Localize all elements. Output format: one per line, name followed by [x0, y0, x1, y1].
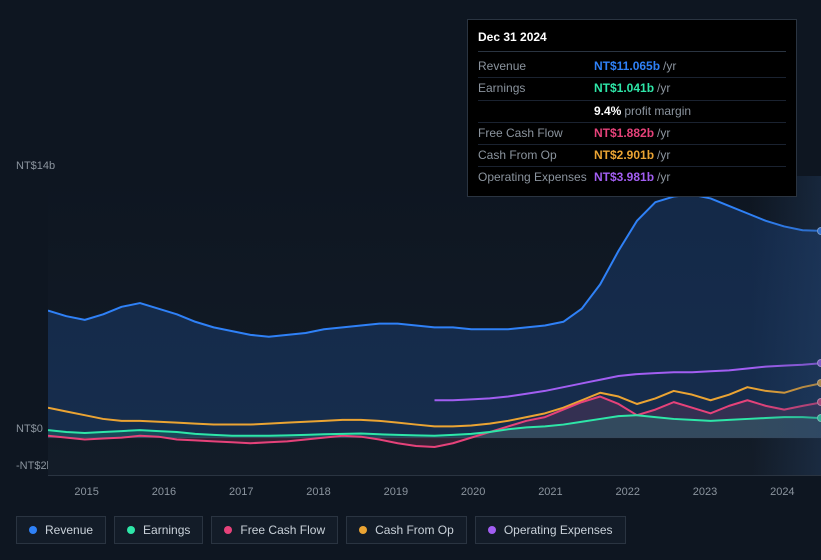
series-end-marker: [817, 359, 821, 367]
legend-dot-icon: [127, 526, 135, 534]
chart-svg: [48, 176, 821, 475]
chart-legend: Revenue Earnings Free Cash Flow Cash From O…: [16, 516, 626, 544]
tooltip-date: Dec 31 2024: [478, 28, 786, 52]
tooltip-row: Operating ExpensesNT$3.981b/yr: [478, 167, 786, 188]
tooltip-row-suffix: /yr: [657, 170, 670, 184]
tooltip-row-suffix: /yr: [657, 126, 670, 140]
tooltip-row: Cash From OpNT$2.901b/yr: [478, 145, 786, 167]
tooltip-row-suffix: /yr: [657, 81, 670, 95]
x-axis-tick-label: 2022: [589, 486, 666, 498]
legend-item-label: Cash From Op: [375, 523, 454, 537]
y-axis-tick-label: NT$0: [16, 423, 43, 435]
series-end-marker: [817, 227, 821, 235]
x-axis-tick-label: 2018: [280, 486, 357, 498]
tooltip-row-label: Revenue: [478, 57, 594, 76]
tooltip-row-label: Operating Expenses: [478, 168, 594, 187]
tooltip-row-label: Free Cash Flow: [478, 124, 594, 143]
legend-item[interactable]: Operating Expenses: [475, 516, 626, 544]
legend-item[interactable]: Revenue: [16, 516, 106, 544]
x-axis-tick-label: 2023: [666, 486, 743, 498]
legend-dot-icon: [224, 526, 232, 534]
x-axis-tick-label: 2015: [48, 486, 125, 498]
tooltip-row: Free Cash FlowNT$1.882b/yr: [478, 123, 786, 145]
tooltip-row-label: Cash From Op: [478, 146, 594, 165]
legend-item[interactable]: Free Cash Flow: [211, 516, 338, 544]
series-end-marker: [817, 379, 821, 387]
legend-item-label: Operating Expenses: [504, 523, 613, 537]
tooltip-row: EarningsNT$1.041b/yr: [478, 78, 786, 100]
legend-item-label: Revenue: [45, 523, 93, 537]
tooltip-row-suffix: profit margin: [624, 104, 691, 118]
series-end-marker: [817, 414, 821, 422]
tooltip-rows: RevenueNT$11.065b/yrEarningsNT$1.041b/yr…: [478, 56, 786, 188]
x-axis-labels: 2015201620172018201920202021202220232024: [48, 482, 821, 498]
legend-dot-icon: [359, 526, 367, 534]
tooltip-row-suffix: /yr: [663, 59, 676, 73]
legend-item[interactable]: Earnings: [114, 516, 203, 544]
x-axis-tick-label: 2017: [203, 486, 280, 498]
x-axis-tick-label: 2020: [434, 486, 511, 498]
y-axis-tick-label: NT$14b: [16, 160, 55, 172]
legend-dot-icon: [488, 526, 496, 534]
legend-dot-icon: [29, 526, 37, 534]
legend-item-label: Earnings: [143, 523, 190, 537]
x-axis-tick-label: 2021: [512, 486, 589, 498]
tooltip-row: 9.4%profit margin: [478, 101, 786, 123]
x-axis-tick-label: 2019: [357, 486, 434, 498]
tooltip-row-value: 9.4%: [594, 104, 621, 118]
tooltip-row: RevenueNT$11.065b/yr: [478, 56, 786, 78]
tooltip-row-label: [478, 102, 594, 121]
tooltip-row-value: NT$11.065b: [594, 59, 660, 73]
tooltip-row-value: NT$2.901b: [594, 148, 654, 162]
legend-item-label: Free Cash Flow: [240, 523, 325, 537]
x-axis-tick-label: 2016: [125, 486, 202, 498]
series-end-marker: [817, 398, 821, 406]
chart-plot-area[interactable]: [48, 176, 821, 476]
chart-tooltip: Dec 31 2024 RevenueNT$11.065b/yrEarnings…: [467, 19, 797, 197]
legend-item[interactable]: Cash From Op: [346, 516, 467, 544]
tooltip-row-label: Earnings: [478, 79, 594, 98]
tooltip-row-value: NT$3.981b: [594, 170, 654, 184]
tooltip-row-value: NT$1.041b: [594, 81, 654, 95]
tooltip-row-value: NT$1.882b: [594, 126, 654, 140]
tooltip-row-suffix: /yr: [657, 148, 670, 162]
x-axis-tick-label: 2024: [744, 486, 821, 498]
